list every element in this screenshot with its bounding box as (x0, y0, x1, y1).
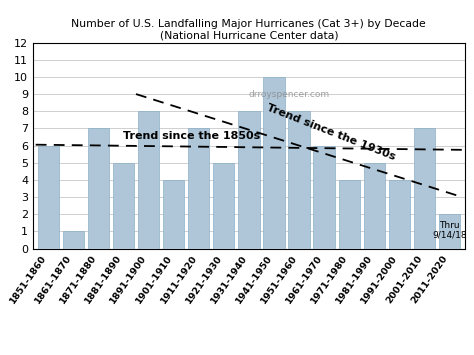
Bar (288, 111, 310, 248)
Bar (63, 231, 84, 248)
Bar (414, 129, 435, 248)
Title: Number of U.S. Landfalling Major Hurricanes (Cat 3+) by Decade
(National Hurrica: Number of U.S. Landfalling Major Hurrica… (72, 19, 426, 40)
Text: Thru
9/14/18: Thru 9/14/18 (432, 220, 467, 240)
Bar (439, 214, 460, 248)
Bar (338, 180, 360, 248)
Bar (188, 129, 210, 248)
Bar (364, 163, 385, 248)
Bar (113, 163, 134, 248)
Bar (163, 180, 184, 248)
Bar (263, 77, 284, 248)
Bar (313, 146, 335, 248)
Text: drroyspencer.com: drroyspencer.com (249, 89, 330, 99)
Text: Trend since the 1930s: Trend since the 1930s (265, 103, 397, 162)
Bar (37, 146, 59, 248)
Bar (213, 163, 235, 248)
Bar (238, 111, 259, 248)
Text: Trend since the 1850s: Trend since the 1850s (123, 131, 261, 141)
Bar (88, 129, 109, 248)
Bar (389, 180, 410, 248)
Bar (138, 111, 159, 248)
